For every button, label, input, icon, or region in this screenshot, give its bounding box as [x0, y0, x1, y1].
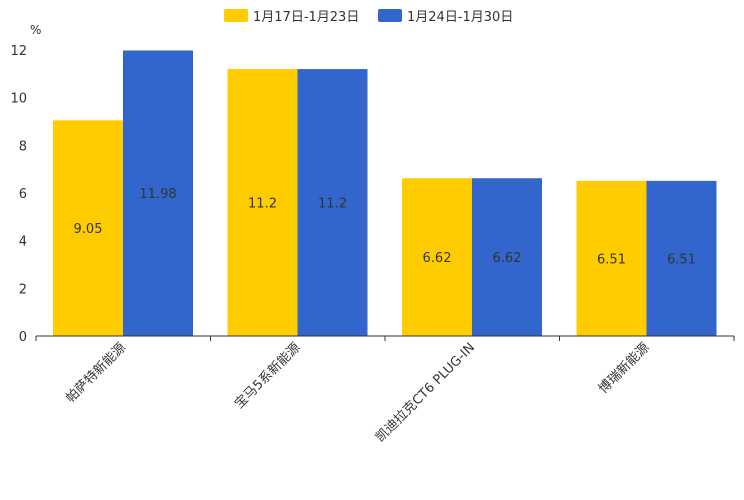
y-tick-label: 12	[10, 44, 27, 59]
bar	[297, 69, 368, 337]
bar	[646, 180, 717, 336]
legend-swatch	[224, 9, 248, 22]
x-tick-label: 宝马5系新能源	[231, 340, 303, 412]
bar	[227, 69, 298, 337]
bar	[472, 178, 542, 336]
x-tick-label: 凯迪拉克CT6 PLUG-IN	[373, 340, 478, 445]
x-tick-label: 帕萨特新能源	[63, 340, 129, 406]
bar	[576, 180, 647, 336]
bar-value-label: 11.98	[139, 187, 176, 202]
bars: 9.05 11.98 11.2 11.2 6.62 6.62 6.51 6.51	[53, 50, 717, 337]
x-axis: 帕萨特新能源 宝马5系新能源 凯迪拉克CT6 PLUG-IN 博瑞新能源	[35, 335, 735, 445]
y-tick-label: 0	[19, 330, 27, 345]
legend: 1月17日-1月23日 1月24日-1月30日	[224, 9, 513, 25]
bar	[402, 178, 472, 336]
bar-value-label: 9.05	[74, 222, 103, 237]
y-axis-ticks: 0 2 4 6 8 10 12	[10, 44, 27, 345]
bar-value-label: 11.2	[248, 197, 277, 212]
bar-value-label: 6.62	[493, 251, 522, 266]
bar-value-label: 6.51	[597, 252, 626, 267]
bar-value-label: 6.62	[423, 251, 452, 266]
y-tick-label: 10	[10, 92, 27, 107]
y-tick-label: 8	[19, 139, 27, 154]
bar	[123, 50, 193, 337]
legend-swatch	[378, 9, 402, 22]
bar-value-label: 6.51	[667, 252, 696, 267]
bar	[53, 120, 123, 336]
y-tick-label: 6	[19, 187, 27, 202]
y-tick-label: 4	[19, 235, 27, 250]
y-axis-unit-label: %	[30, 23, 41, 37]
y-tick-label: 2	[19, 282, 27, 297]
legend-label: 1月17日-1月23日	[253, 10, 359, 25]
bar-value-label: 11.2	[318, 197, 347, 212]
legend-label: 1月24日-1月30日	[407, 10, 513, 25]
x-tick-label: 博瑞新能源	[595, 340, 652, 397]
